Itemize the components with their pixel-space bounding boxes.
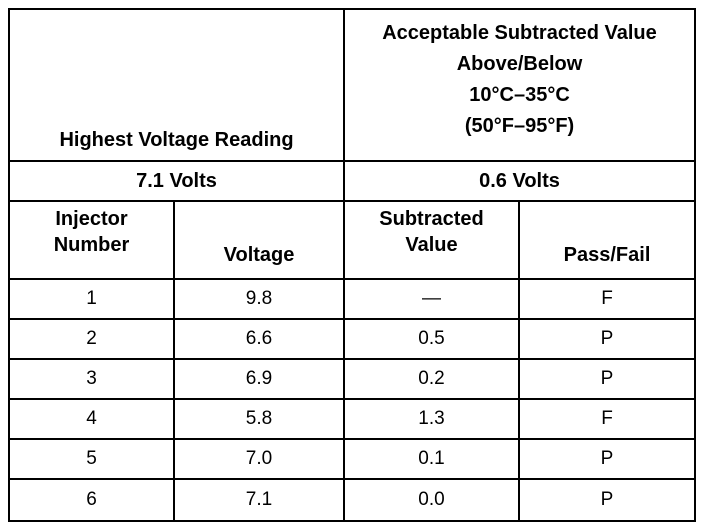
- injector-table: Highest Voltage Reading Acceptable Subtr…: [7, 8, 697, 522]
- highest-voltage: 7.1 Volts: [7, 160, 346, 202]
- cell: 5: [8, 438, 175, 480]
- cell: 2: [8, 318, 175, 360]
- cell: 0.5: [343, 318, 521, 360]
- cell: 5.8: [172, 398, 346, 440]
- acceptable-header: Acceptable Subtracted Value Above/Below …: [343, 8, 697, 162]
- cell: 9.8: [172, 278, 346, 320]
- acceptable-label: Acceptable Subtracted Value Above/Below: [382, 22, 657, 75]
- column-header: Voltage: [172, 200, 346, 280]
- column-header: Injector Number: [8, 200, 175, 280]
- column-header: Pass/Fail: [518, 200, 697, 280]
- cell: 6.6: [172, 318, 346, 360]
- cell: 3: [8, 358, 175, 400]
- cell: P: [518, 318, 697, 360]
- cell: F: [518, 398, 697, 440]
- cell: 7.1: [172, 478, 346, 522]
- range-celsius: 10°C–35°C: [469, 84, 570, 106]
- table-body: Highest Voltage Reading Acceptable Subtr…: [7, 8, 697, 522]
- data-row: 5 7.0 0.1 P: [8, 438, 697, 480]
- cell: 1.3: [343, 398, 521, 440]
- data-row: 6 7.1 0.0 P: [8, 478, 697, 522]
- cell: P: [518, 438, 697, 480]
- cell: 6.9: [172, 358, 346, 400]
- cell: 7.0: [172, 438, 346, 480]
- data-row: 2 6.6 0.5 P: [8, 318, 697, 360]
- cell: 0.2: [343, 358, 521, 400]
- cell: 4: [8, 398, 175, 440]
- column-header-row: Injector Number Voltage Subtracted Value…: [8, 200, 697, 280]
- acceptable-value: 0.6 Volts: [343, 160, 697, 202]
- data-row: 1 9.8— F: [8, 278, 697, 320]
- column-header: Subtracted Value: [343, 200, 521, 280]
- cell: —: [343, 278, 521, 320]
- cell: F: [518, 278, 697, 320]
- cell: 1: [8, 278, 175, 320]
- range-fahrenheit: (50°F–95°F): [464, 115, 575, 137]
- cell: P: [518, 478, 697, 522]
- reading-label: Highest Voltage Reading: [7, 8, 346, 162]
- value-row: 7.1 Volts 0.6 Volts: [7, 160, 697, 202]
- data-row: 4 5.8 1.3 F: [8, 398, 697, 440]
- cell: 0.1: [343, 438, 521, 480]
- cell: 0.0: [343, 478, 521, 522]
- data-row: 3 6.9 0.2 P: [8, 358, 697, 400]
- cell: P: [518, 358, 697, 400]
- header-row: Highest Voltage Reading Acceptable Subtr…: [7, 8, 697, 162]
- cell: 6: [8, 478, 175, 522]
